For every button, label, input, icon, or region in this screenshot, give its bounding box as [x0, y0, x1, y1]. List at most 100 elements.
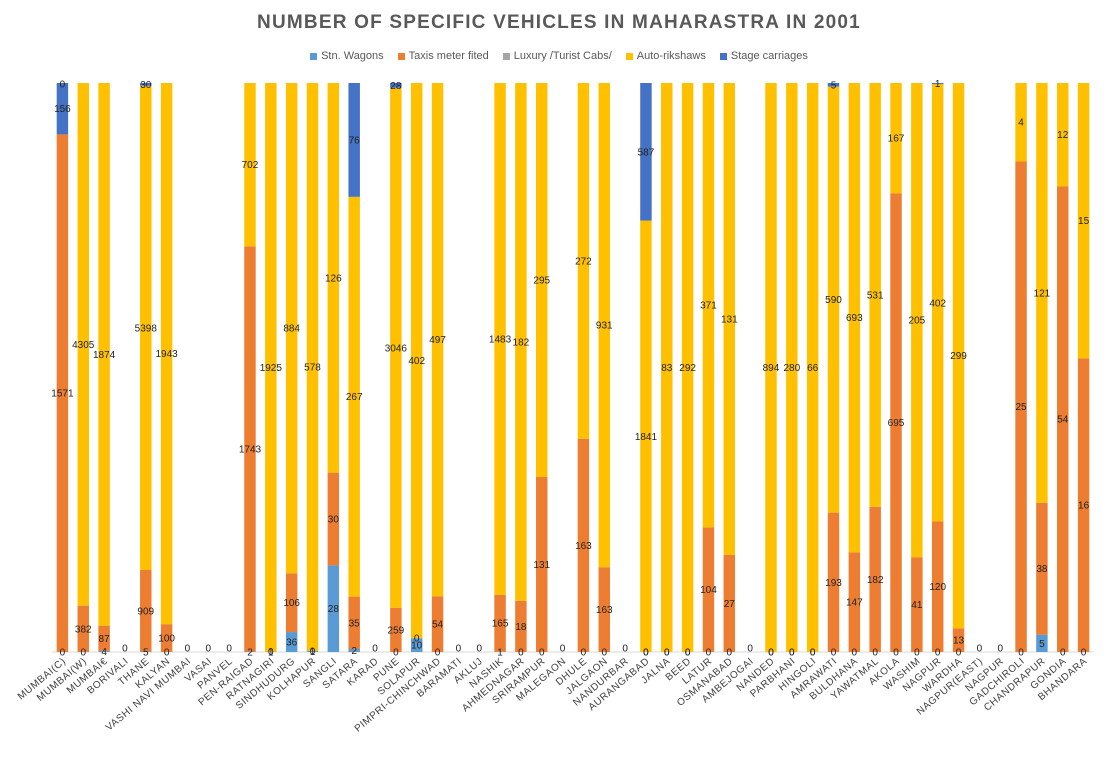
bar-segment — [327, 565, 340, 652]
bar-segment — [515, 83, 527, 601]
data-label: 25 — [1015, 402, 1027, 413]
bar-segment — [723, 83, 736, 555]
data-label: 0 — [810, 648, 816, 659]
data-label: 402 — [408, 356, 425, 367]
bar-segment — [848, 552, 861, 652]
data-label: 382 — [75, 624, 92, 635]
data-label: 0 — [768, 648, 774, 659]
data-label: 0 — [956, 648, 962, 659]
legend: Stn. Wagons Taxis meter fited Luxury /Turi… — [0, 50, 1118, 62]
bar-segment — [890, 193, 902, 653]
data-label: 28 — [390, 81, 402, 92]
data-label: 0 — [935, 648, 941, 659]
data-label: 182 — [513, 337, 530, 348]
data-label: 83 — [661, 363, 673, 374]
bar-segment — [1015, 161, 1027, 653]
data-label: 12 — [1057, 130, 1069, 141]
data-label: 2 — [351, 646, 357, 657]
legend-swatch — [310, 52, 318, 60]
legend-swatch — [502, 52, 510, 60]
bar-segment — [348, 596, 360, 650]
bar-segment — [244, 246, 256, 652]
data-label: 120 — [929, 582, 946, 593]
data-label: 1925 — [260, 363, 283, 374]
data-label: 38 — [1036, 564, 1048, 575]
data-label: 0 — [685, 648, 691, 659]
data-label: 259 — [388, 625, 405, 636]
bar-segment — [1036, 502, 1048, 635]
data-label: 193 — [825, 578, 842, 589]
data-label: 578 — [304, 363, 321, 374]
legend-swatch — [397, 52, 405, 60]
data-label: 531 — [867, 290, 884, 301]
legend-swatch — [625, 52, 633, 60]
bar-segment — [890, 83, 902, 194]
data-label: 702 — [242, 160, 259, 171]
bar-segment — [827, 83, 840, 87]
data-label: 0 — [268, 647, 274, 658]
legend-item: Auto-rikshaws — [625, 50, 706, 62]
data-label: 13 — [953, 636, 965, 647]
bar-segment — [285, 83, 298, 574]
data-label: 0 — [80, 648, 86, 659]
data-label: 1743 — [239, 444, 262, 455]
data-label: 87 — [99, 634, 111, 645]
data-label: 884 — [283, 324, 300, 335]
data-label: 0 — [852, 648, 858, 659]
bar-segment — [410, 638, 423, 652]
bar-segment — [390, 87, 402, 608]
legend-item: Taxis meter fited — [397, 50, 489, 62]
data-label: 35 — [349, 618, 361, 629]
data-label: 272 — [575, 256, 592, 267]
data-label: 5 — [831, 80, 837, 91]
data-label: 126 — [325, 273, 342, 284]
data-label: 0 — [185, 644, 191, 655]
bar-segment — [56, 83, 69, 135]
data-label: 292 — [679, 363, 696, 374]
data-label: 2 — [247, 647, 253, 658]
data-label: 1874 — [93, 350, 116, 361]
data-label: 299 — [950, 351, 967, 362]
legend-label: Auto-rikshaws — [636, 50, 706, 62]
bar-segment — [827, 86, 840, 513]
data-label: 163 — [575, 541, 592, 552]
chart-title: NUMBER OF SPECIFIC VEHICLES IN MAHARASTR… — [257, 12, 861, 33]
data-label: 0 — [60, 648, 66, 659]
bar-segment — [98, 83, 110, 626]
bar-segment — [702, 527, 715, 652]
data-label: 0 — [643, 648, 649, 659]
data-label: 4305 — [72, 340, 95, 351]
data-label: 0 — [747, 644, 753, 655]
data-label: 1571 — [51, 389, 74, 400]
data-label: 1943 — [155, 349, 178, 360]
data-label: 104 — [700, 585, 717, 596]
data-label: 0 — [310, 647, 316, 658]
bar-segment — [869, 83, 881, 507]
legend-label: Luxury /Turist Cabs/ — [513, 50, 612, 62]
bar-segment — [390, 83, 402, 88]
legend-item: Stn. Wagons — [310, 50, 384, 62]
bar-segment — [98, 650, 110, 652]
data-label: 66 — [807, 363, 819, 374]
bar-segment — [702, 83, 715, 528]
data-label: 931 — [596, 321, 613, 332]
data-label: 695 — [888, 418, 905, 429]
data-label: 0 — [122, 644, 128, 655]
bar-segment — [848, 83, 861, 553]
data-label: 0 — [1081, 648, 1087, 659]
data-label: 1 — [497, 647, 503, 658]
bar-segment — [160, 624, 173, 652]
data-label: 182 — [867, 575, 884, 586]
data-label: 30 — [328, 515, 340, 526]
data-label: 0 — [977, 644, 983, 655]
legend-label: Taxis meter fited — [408, 50, 489, 62]
bar-segment — [494, 594, 506, 652]
data-label: 5398 — [135, 323, 158, 334]
bar-segment — [931, 83, 944, 85]
data-label: 41 — [911, 600, 923, 611]
bar-segment — [1077, 358, 1090, 652]
data-label: 131 — [721, 314, 738, 325]
data-label: 54 — [1057, 415, 1069, 426]
data-label: 0 — [789, 648, 795, 659]
